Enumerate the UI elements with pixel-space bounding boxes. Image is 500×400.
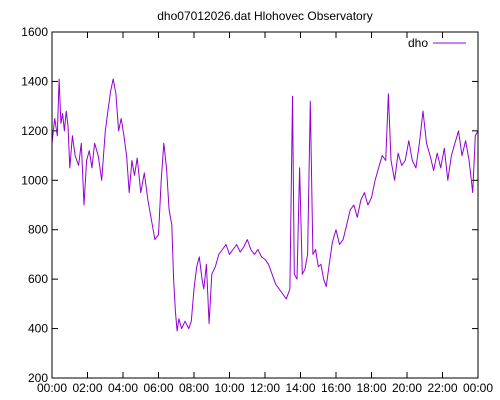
y-tick-label: 600 (28, 272, 48, 286)
y-tick-label: 1200 (21, 124, 48, 138)
y-tick-label: 400 (28, 322, 48, 336)
y-tick-label: 1600 (21, 25, 48, 39)
x-tick-label: 10:00 (214, 381, 244, 395)
x-tick-label: 12:00 (250, 381, 280, 395)
x-tick-label: 20:00 (392, 381, 422, 395)
axis-ticks: 200 400 600 800 1000 1200 1400 1600 00:00 02:00 04… (21, 25, 493, 395)
x-tick-label: 14:00 (285, 381, 315, 395)
y-tick-label: 200 (28, 371, 48, 385)
x-tick-label: 16:00 (321, 381, 351, 395)
series-line-dho (51, 78, 479, 332)
x-tick-label: 02:00 (72, 381, 102, 395)
x-tick-label: 00:00 (463, 381, 493, 395)
y-tick-label: 800 (28, 223, 48, 237)
x-tick-label: 06:00 (143, 381, 173, 395)
x-tick-label: 18:00 (356, 381, 386, 395)
x-tick-label: 00:00 (37, 381, 67, 395)
x-tick-label: 22:00 (427, 381, 457, 395)
legend: dho (408, 36, 466, 50)
x-tick-label: 04:00 (108, 381, 138, 395)
chart-title: dho07012026.dat Hlohovec Observatory (157, 9, 372, 23)
y-tick-label: 1400 (21, 74, 48, 88)
plot-frame (51, 31, 479, 379)
data-layer (51, 78, 479, 332)
legend-label-dho: dho (408, 36, 428, 50)
x-tick-label: 08:00 (179, 381, 209, 395)
y-tick-label: 1000 (21, 173, 48, 187)
